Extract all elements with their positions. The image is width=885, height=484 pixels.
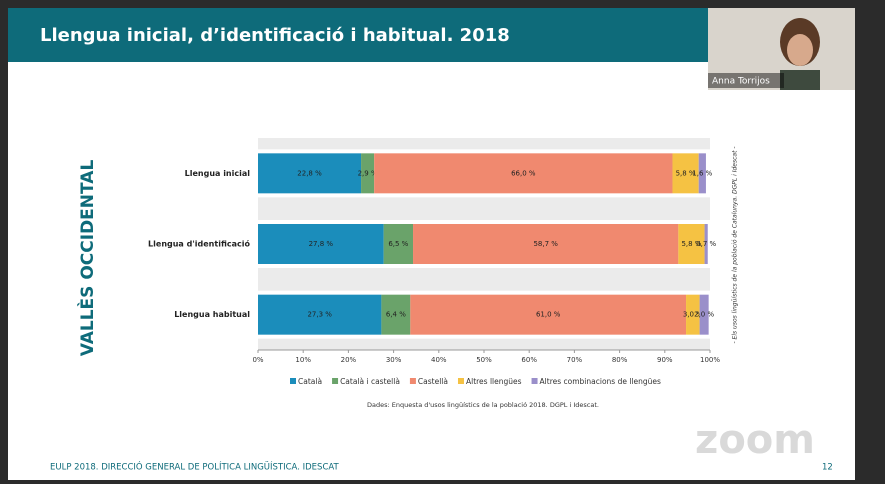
bar-segment [258, 153, 362, 194]
legend-swatch [409, 378, 416, 384]
page-number: 12 [822, 463, 833, 473]
bar-segment [383, 224, 414, 264]
x-tick-label: 70% [567, 356, 583, 364]
bar-segment [410, 294, 687, 335]
legend-label: Castellà [418, 377, 448, 386]
value-label: 27,8 % [309, 240, 334, 248]
value-label: 66,0 % [511, 169, 536, 177]
zoom-watermark: zoom [695, 417, 815, 463]
x-tick-label: 50% [476, 356, 492, 364]
category-label: Llengua d'identificació [148, 239, 250, 249]
bar-segment [704, 224, 708, 264]
slide-title: Llengua inicial, d’identificació i habit… [40, 25, 510, 46]
bar-segment [698, 153, 706, 194]
x-tick-label: 10% [295, 356, 311, 364]
value-label: 0,7 % [696, 240, 716, 248]
bar-segment [678, 224, 705, 264]
x-tick-label: 60% [521, 356, 537, 364]
value-label: 3,0 % [683, 311, 703, 319]
value-label: 61,0 % [536, 311, 561, 319]
bar-segment [361, 153, 375, 194]
legend-label: Altres combinacions de llengües [540, 377, 661, 386]
x-tick-label: 80% [612, 356, 628, 364]
bar-segment [258, 224, 384, 264]
value-label: 1,6 % [692, 169, 712, 177]
bar-segment [413, 224, 679, 264]
category-label: Llengua habitual [174, 310, 250, 319]
source: Dades: Enquesta d'usos lingüístics de la… [367, 401, 599, 409]
legend-label: Català [298, 377, 322, 386]
value-label: 5,8 % [681, 240, 701, 248]
bar-segment [258, 294, 382, 335]
value-label: 2,0 % [694, 311, 714, 319]
value-label: 58,7 % [533, 240, 558, 248]
bar-segment [374, 153, 673, 194]
value-label: 22,8 % [297, 169, 322, 177]
bar-segment [686, 294, 700, 335]
value-label: 5,8 % [676, 169, 696, 177]
x-tick-label: 40% [431, 356, 447, 364]
value-label: 6,4 % [386, 311, 406, 319]
participant-face [787, 34, 813, 66]
participant-body [780, 70, 820, 90]
x-tick-label: 0% [252, 356, 263, 364]
value-label: 2,9 % [358, 169, 378, 177]
legend-label: Altres llengües [466, 377, 522, 386]
participant-name: Anna Torrijos [712, 77, 770, 87]
bar-segment [672, 153, 699, 194]
x-tick-label: 90% [657, 356, 673, 364]
legend-swatch [531, 378, 538, 384]
header-bar [8, 8, 708, 62]
legend-swatch [290, 378, 296, 384]
bar-segment [381, 294, 411, 335]
x-tick-label: 20% [341, 356, 357, 364]
category-label: Llengua inicial [185, 169, 251, 178]
side-note: - Els usos lingüístics de la població de… [732, 146, 739, 343]
x-tick-label: 30% [386, 356, 402, 364]
x-tick-label: 100% [700, 356, 720, 364]
legend-swatch [457, 378, 464, 384]
legend-label: Català i castellà [340, 377, 400, 386]
footer-text: EULP 2018. DIRECCIÓ GENERAL DE POLÍTICA … [50, 461, 340, 473]
bar-segment [699, 294, 709, 335]
value-label: 6,5 % [388, 240, 408, 248]
side-title: VALLÈS OCCIDENTAL [76, 160, 98, 357]
value-label: 27,3 % [307, 311, 332, 319]
name-tag [708, 73, 784, 88]
legend-swatch [332, 378, 339, 384]
